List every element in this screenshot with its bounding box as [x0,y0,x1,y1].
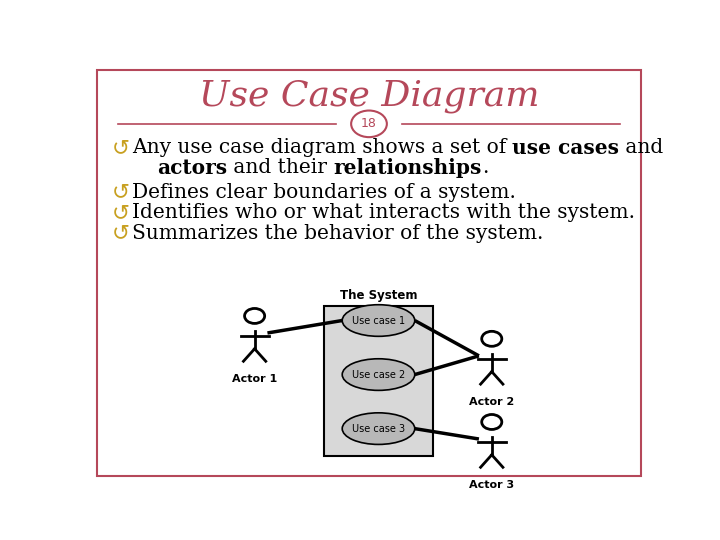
Text: The System: The System [340,289,417,302]
Text: relationships: relationships [334,158,482,178]
Text: Use case 2: Use case 2 [352,369,405,380]
Text: Actor 3: Actor 3 [469,480,514,490]
Text: Use Case Diagram: Use Case Diagram [199,79,539,113]
Text: ↺: ↺ [112,203,130,223]
Text: Any use case diagram shows a set of: Any use case diagram shows a set of [132,138,513,158]
Text: actors: actors [158,158,228,178]
Text: use cases: use cases [513,138,619,158]
Text: Defines clear boundaries of a system.: Defines clear boundaries of a system. [132,183,516,201]
Text: and: and [619,138,664,158]
Text: ↺: ↺ [112,138,130,158]
Text: Identifies who or what interacts with the system.: Identifies who or what interacts with th… [132,204,635,222]
Text: Use case 3: Use case 3 [352,423,405,434]
Text: and their: and their [228,158,334,178]
Ellipse shape [342,305,415,336]
Ellipse shape [342,413,415,444]
Text: .: . [482,158,489,178]
Text: Actor 1: Actor 1 [232,374,277,384]
Text: Actor 2: Actor 2 [469,396,514,407]
Text: Use case 1: Use case 1 [352,315,405,326]
FancyBboxPatch shape [324,306,433,456]
Text: ↺: ↺ [112,182,130,202]
Ellipse shape [342,359,415,390]
Text: ↺: ↺ [112,224,130,244]
Text: Summarizes the behavior of the system.: Summarizes the behavior of the system. [132,224,543,243]
Text: 18: 18 [361,117,377,130]
